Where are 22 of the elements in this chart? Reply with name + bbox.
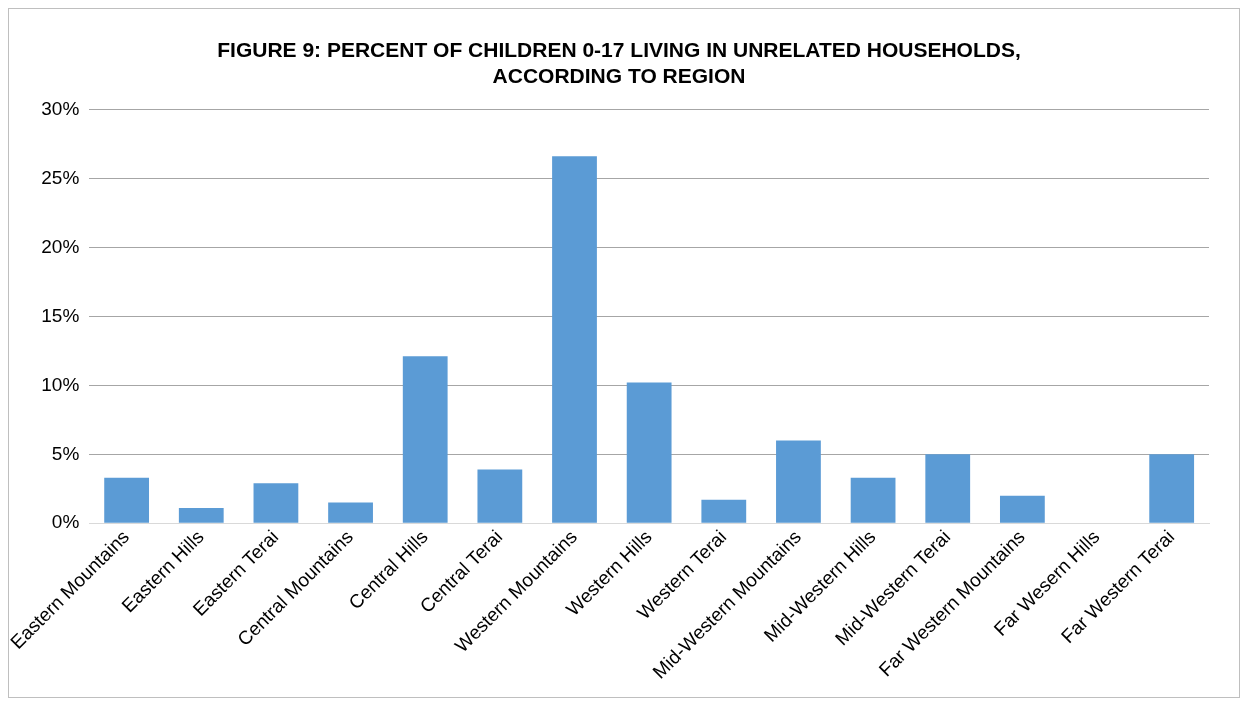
bar [925,454,971,523]
bar [626,382,672,523]
bar [999,495,1045,523]
bar [776,440,821,523]
bar [178,508,224,523]
bar [1149,454,1195,523]
y-tick-label: 10% [41,373,80,395]
bar [850,477,896,523]
y-tick-label: 5% [51,442,80,464]
bar [402,356,448,523]
bar [477,469,523,523]
bar [104,477,150,523]
y-tick-label: 0% [51,511,80,533]
bar [701,499,747,523]
y-tick-label: 25% [41,166,80,188]
bar [253,483,299,523]
y-tick-label: 20% [41,235,80,257]
y-tick-label: 30% [41,97,80,119]
bar [552,156,597,523]
y-tick-label: 15% [41,304,80,326]
chart-title: FIGURE 9: PERCENT OF CHILDREN 0-17 LIVING IN UNRELATED HOUSEHOLDS, ACCORDING TO REGION [217,38,1021,87]
bar [328,502,373,523]
